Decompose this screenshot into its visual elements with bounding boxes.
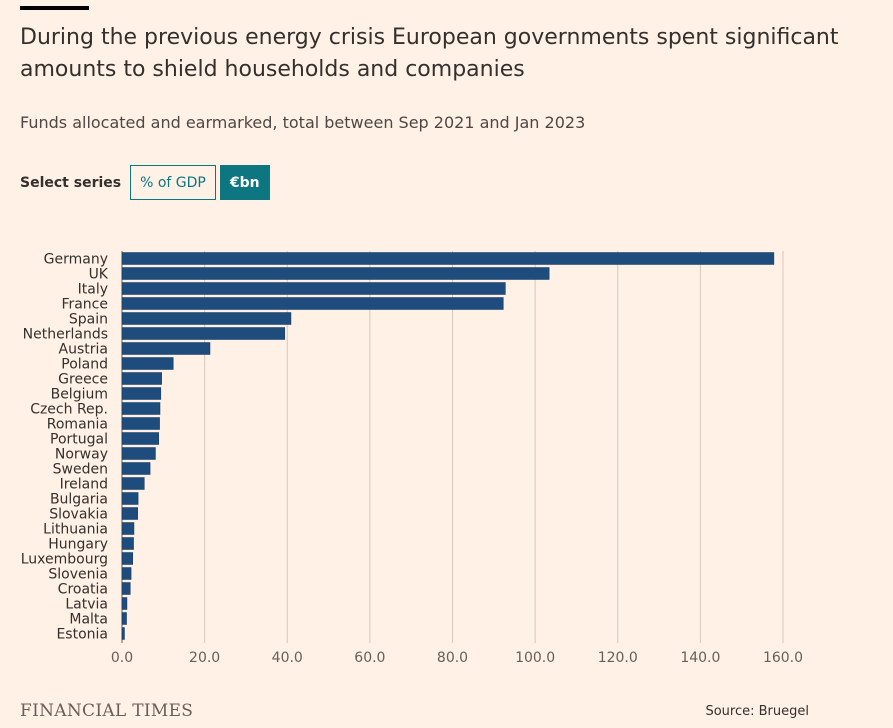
category-label: Bulgaria [50,492,108,508]
bar-chart: 0.0 20.0 40.0 60.0 80.0 100.0 120.0 140.0 160.0 G… [21,251,803,666]
bar-lithuania [121,522,135,535]
category-label: Slovenia [48,567,108,583]
bar-france [121,297,504,310]
category-label: Croatia [58,582,108,598]
bar-greece [121,372,162,385]
ft-logo: FINANCIAL TIMES [20,701,194,721]
bar-austria [121,342,211,355]
category-label: Slovakia [49,507,108,523]
eur-bn-button[interactable]: €bn [219,165,270,200]
bar-slovenia [121,567,132,580]
category-label: Germany [44,252,108,268]
bar-italy [121,282,506,295]
category-label: Netherlands [23,327,108,343]
bar-luxembourg [121,552,133,565]
bar-hungary [121,537,134,550]
category-label: Sweden [53,462,108,478]
bar-ireland [121,477,145,490]
category-label: Estonia [56,627,108,643]
chart-title: During the previous energy crisis Europe… [20,25,839,82]
bar-sweden [121,462,151,475]
category-label: Ireland [60,477,108,493]
x-tick-label: 160.0 [763,650,803,666]
bar-romania [121,417,160,430]
select-series-label: Select series [20,174,122,191]
category-label: Spain [69,312,108,328]
bar-uk [121,267,550,280]
category-label: Hungary [48,537,108,553]
category-label: Romania [47,417,108,433]
bar-czech-rep- [121,402,161,415]
bar-poland [121,357,174,370]
category-label: Luxembourg [21,552,108,568]
x-tick-label: 140.0 [680,650,720,666]
top-rule [20,6,89,10]
x-tick-label: 80.0 [437,650,468,666]
category-label: UK [89,267,109,283]
category-label: France [61,297,108,313]
series-selector: Select series % of GDP €bn [20,164,270,201]
gdp-percent-button[interactable]: % of GDP [130,165,216,200]
category-label: Italy [78,282,108,298]
chart-subtitle: Funds allocated and earmarked, total bet… [20,113,586,132]
x-tick-label: 20.0 [189,650,220,666]
x-tick-label: 0.0 [111,650,133,666]
bar-portugal [121,432,160,445]
bar-latvia [121,597,128,610]
category-label: Lithuania [43,522,108,538]
x-tick-label: 60.0 [354,650,385,666]
bar-bulgaria [121,492,139,505]
bar-slovakia [121,507,138,520]
category-label: Austria [59,342,108,358]
source-note: Source: Bruegel [705,704,809,719]
bar-belgium [121,387,162,400]
category-label: Poland [61,357,108,373]
category-label: Norway [55,447,108,463]
bar-malta [121,612,127,625]
category-label: Portugal [50,432,108,448]
bar-croatia [121,582,131,595]
category-label: Czech Rep. [30,402,108,418]
category-label: Latvia [65,597,108,613]
x-tick-label: 100.0 [515,650,555,666]
category-label: Malta [69,612,108,628]
x-tick-label: 40.0 [272,650,303,666]
bar-estonia [121,627,125,640]
bar-norway [121,447,156,460]
bar-germany [121,252,775,265]
category-label: Belgium [51,387,108,403]
category-label: Greece [58,372,108,388]
bar-netherlands [121,327,286,340]
x-tick-label: 120.0 [598,650,638,666]
bar-spain [121,312,292,325]
